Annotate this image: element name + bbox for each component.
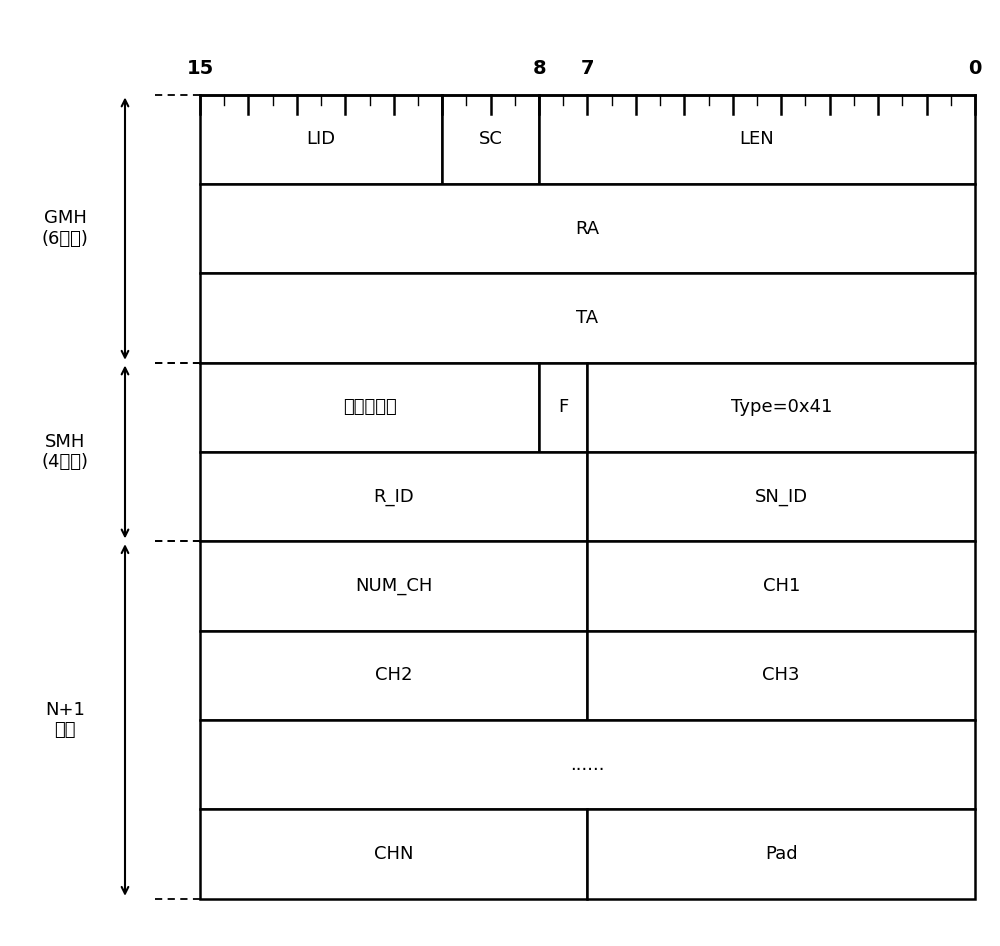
Bar (200, 273, 975, 362)
Text: 进一步定义: 进一步定义 (343, 398, 396, 416)
Text: Pad: Pad (765, 845, 798, 863)
Text: TA: TA (576, 309, 599, 327)
Text: 15: 15 (186, 59, 214, 78)
Text: SN_ID: SN_ID (755, 487, 808, 506)
Bar (200, 362, 539, 452)
Text: SMH
(4字节): SMH (4字节) (42, 432, 88, 471)
Bar (442, 95, 539, 184)
Bar (539, 95, 975, 184)
Text: RA: RA (575, 219, 600, 237)
Text: CH1: CH1 (763, 577, 800, 595)
Bar (200, 452, 587, 541)
Bar (587, 452, 975, 541)
Text: 7: 7 (581, 59, 594, 78)
Text: N+1
字节: N+1 字节 (45, 701, 85, 740)
Bar (200, 95, 442, 184)
Bar (200, 720, 975, 810)
Text: CH3: CH3 (762, 666, 800, 684)
Text: F: F (558, 398, 568, 416)
Text: SC: SC (479, 131, 503, 149)
Text: LEN: LEN (740, 131, 774, 149)
Bar (200, 541, 587, 631)
Text: GMH
(6字节): GMH (6字节) (42, 209, 88, 248)
Bar (200, 631, 587, 720)
Text: CHN: CHN (374, 845, 414, 863)
Bar (587, 541, 975, 631)
Bar (200, 184, 975, 273)
Bar (587, 631, 975, 720)
Text: 8: 8 (532, 59, 546, 78)
Text: CH2: CH2 (375, 666, 412, 684)
Bar (539, 362, 587, 452)
Text: R_ID: R_ID (373, 487, 414, 506)
Text: 0: 0 (968, 59, 982, 78)
Text: Type=0x41: Type=0x41 (731, 398, 832, 416)
Text: NUM_CH: NUM_CH (355, 577, 432, 595)
Text: ......: ...... (570, 756, 605, 774)
Bar (200, 810, 587, 899)
Text: LID: LID (307, 131, 336, 149)
Bar (587, 362, 975, 452)
Bar (587, 810, 975, 899)
